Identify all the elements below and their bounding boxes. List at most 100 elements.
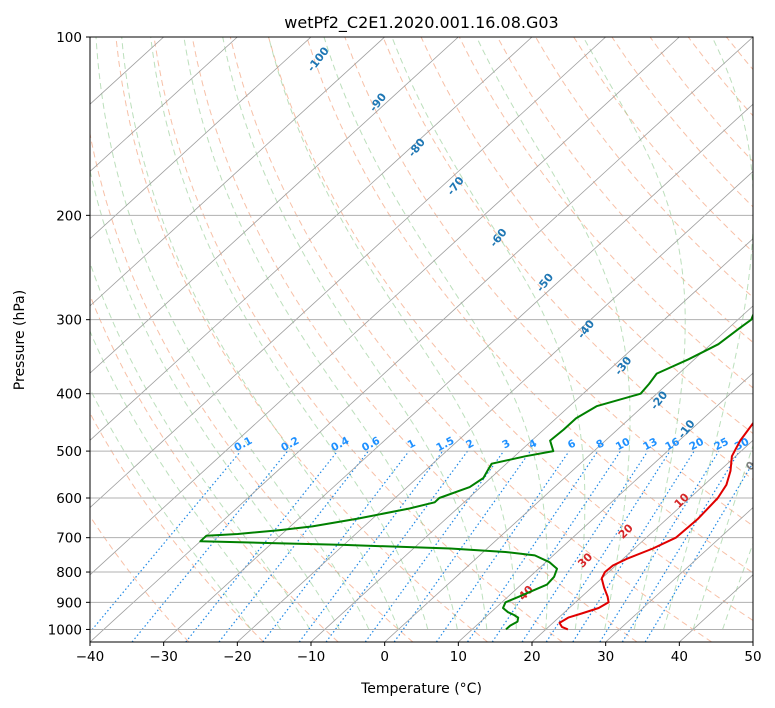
moist-adiabat-line <box>150 37 429 630</box>
moist-adiabat-line <box>121 37 399 630</box>
moist-adiabat-line <box>90 387 252 630</box>
mixing-ratio-line <box>621 450 740 642</box>
x-tick-label: 40 <box>671 649 688 665</box>
dry-adiabat-line <box>765 37 775 642</box>
mixing-ratio-label: 6 <box>566 437 578 451</box>
moist-adiabat-line <box>90 330 282 630</box>
x-tick-label: −30 <box>149 649 178 665</box>
isotherm-line <box>90 37 459 374</box>
isotherm-line <box>90 37 238 172</box>
mixing-ratio-line <box>185 450 339 642</box>
dry-adiabat-label: -20 <box>648 388 671 412</box>
mixing-ratio-line <box>262 450 410 642</box>
y-tick-label: 800 <box>56 565 82 581</box>
plot-frame <box>89 36 754 643</box>
isotherm-line <box>163 103 753 642</box>
isotherm-line <box>90 37 606 509</box>
isotherm-line <box>752 641 753 642</box>
moist-adiabat-line <box>323 37 548 630</box>
dry-adiabat-label: -30 <box>612 354 635 378</box>
moist-adiabat-label: 30 <box>575 550 595 570</box>
mixing-ratio-line <box>131 450 289 642</box>
x-tick-label: 30 <box>597 649 614 665</box>
dry-adiabat-line <box>382 37 753 481</box>
mixing-ratio-label: 16 <box>663 436 682 453</box>
dry-adiabat-line <box>153 37 563 642</box>
x-tick-label: −10 <box>297 649 326 665</box>
isotherm-line <box>531 439 753 642</box>
moist-adiabat-line <box>692 443 753 630</box>
mixing-ratio-label: 20 <box>687 436 706 453</box>
x-tick-label: −20 <box>223 649 252 665</box>
isotherm-line <box>90 37 312 240</box>
chart-title: wetPf2_C2E1.2020.001.16.08.G03 <box>284 13 558 33</box>
dry-adiabat-line <box>496 37 753 344</box>
mixing-ratio-label: 4 <box>527 437 539 451</box>
dry-adiabat-line <box>229 37 712 642</box>
dry-adiabat-label: -50 <box>534 271 557 295</box>
dry-adiabat-label: -10 <box>675 417 698 441</box>
dry-adiabat-line <box>90 131 414 642</box>
isotherm-line <box>90 37 753 642</box>
y-tick-label: 400 <box>56 387 82 403</box>
y-axis-label: Pressure (hPa) <box>12 290 28 390</box>
isotherm-line <box>90 37 533 441</box>
moist-adiabat-label: 20 <box>616 521 636 541</box>
moist-adiabat-line <box>95 37 370 630</box>
dry-adiabat-line <box>535 37 753 298</box>
x-tick-label: 20 <box>523 649 540 665</box>
dry-adiabat-line <box>115 37 488 642</box>
mixing-ratio-line <box>467 450 599 642</box>
dry-adiabat-label: -90 <box>367 90 390 114</box>
isotherm-line <box>310 238 753 642</box>
isotherm-line <box>90 37 385 307</box>
moist-adiabat-line <box>183 37 458 630</box>
x-tick-label: 0 <box>380 649 389 665</box>
isotherm-line <box>384 305 753 642</box>
dry-adiabat-line <box>420 37 753 435</box>
isotherm-line <box>605 507 753 642</box>
mixing-ratio-label: 3 <box>500 437 512 451</box>
x-axis-label: Temperature (°C) <box>360 681 482 697</box>
moist-adiabat-label: 0 <box>743 459 758 474</box>
mixing-ratio-line <box>90 450 242 634</box>
dry-adiabat-label: -80 <box>405 136 428 160</box>
moist-adiabat-line <box>90 261 311 630</box>
x-tick-label: −40 <box>76 649 105 665</box>
moist-adiabat-line <box>391 37 586 630</box>
dry-adiabat-line <box>649 37 753 163</box>
mixing-ratio-line <box>364 450 505 642</box>
moist-adiabat-line <box>663 37 753 630</box>
dry-adiabat-line <box>344 37 753 527</box>
mixing-ratio-line <box>644 461 753 642</box>
isotherm-line <box>458 372 753 642</box>
mixing-ratio-label: 36 <box>753 436 772 453</box>
y-tick-label: 500 <box>56 444 82 460</box>
mixing-ratio-label: 1 <box>406 437 418 451</box>
dry-adiabat-line <box>687 37 753 117</box>
mixing-ratio-line <box>545 450 671 642</box>
temperature-profile-line <box>558 421 753 631</box>
x-tick-label: 50 <box>744 649 761 665</box>
mixing-ratio-line <box>435 450 570 642</box>
dewpoint-profile-line <box>199 312 753 631</box>
dry-adiabat-line <box>268 37 753 622</box>
isotherm-line <box>237 170 753 642</box>
y-tick-label: 700 <box>56 531 82 547</box>
y-tick-label: 900 <box>56 595 82 611</box>
moist-adiabat-line <box>582 37 686 630</box>
mixing-ratio-line <box>218 450 369 642</box>
dry-adiabat-label: -40 <box>575 317 598 341</box>
y-tick-label: 600 <box>56 491 82 507</box>
y-tick-label: 300 <box>56 313 82 329</box>
isotherm-line <box>90 37 680 576</box>
mixing-ratio-label: 13 <box>641 436 660 453</box>
x-tick-label: 10 <box>450 649 467 665</box>
moist-adiabat-line <box>268 37 517 630</box>
y-tick-label: 1000 <box>48 622 82 638</box>
dry-adiabat-line <box>90 412 264 642</box>
moist-adiabat-label: 10 <box>672 490 692 510</box>
y-tick-label: 200 <box>56 208 82 224</box>
y-tick-label: 100 <box>56 30 82 46</box>
dry-adiabat-line <box>90 515 190 642</box>
